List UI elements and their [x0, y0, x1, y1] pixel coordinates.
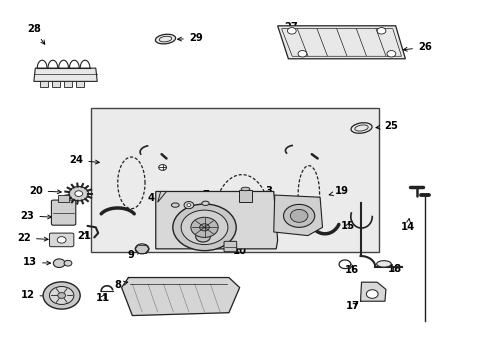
Text: 10: 10	[232, 246, 246, 256]
Circle shape	[69, 186, 88, 201]
Text: 25: 25	[375, 121, 397, 131]
Text: 29: 29	[177, 33, 202, 43]
Bar	[52, 81, 60, 87]
Bar	[91, 108, 378, 252]
Text: 1: 1	[191, 239, 198, 249]
Bar	[76, 81, 84, 87]
Circle shape	[186, 204, 190, 207]
Text: 27: 27	[284, 22, 303, 35]
Ellipse shape	[159, 36, 171, 42]
Text: 26: 26	[403, 42, 431, 52]
Bar	[238, 190, 252, 202]
Circle shape	[172, 204, 236, 251]
Text: 28: 28	[27, 24, 45, 44]
Ellipse shape	[376, 261, 390, 267]
Circle shape	[199, 224, 209, 231]
Circle shape	[57, 237, 66, 243]
Circle shape	[135, 244, 149, 254]
Text: 21: 21	[78, 231, 91, 240]
Circle shape	[158, 165, 166, 170]
Polygon shape	[360, 282, 385, 301]
Text: 16: 16	[344, 265, 358, 275]
Circle shape	[53, 259, 65, 267]
Circle shape	[190, 217, 218, 237]
Circle shape	[75, 191, 82, 197]
Text: 23: 23	[20, 211, 51, 221]
Text: 9: 9	[128, 250, 140, 260]
Text: 4: 4	[147, 193, 160, 203]
Ellipse shape	[155, 34, 175, 44]
FancyBboxPatch shape	[49, 233, 74, 247]
Text: 24: 24	[69, 155, 99, 165]
Circle shape	[183, 202, 193, 209]
Circle shape	[64, 260, 72, 266]
Text: 19: 19	[328, 186, 348, 197]
Text: 11: 11	[96, 293, 110, 303]
Bar	[58, 195, 69, 202]
Text: 8: 8	[114, 280, 127, 290]
Circle shape	[49, 287, 74, 305]
Text: 14: 14	[400, 219, 414, 232]
Text: 5: 5	[165, 194, 172, 204]
Polygon shape	[277, 26, 405, 59]
Circle shape	[58, 293, 65, 298]
Text: 7: 7	[202, 190, 208, 200]
Polygon shape	[156, 192, 277, 249]
Circle shape	[181, 210, 227, 244]
Bar	[40, 81, 47, 87]
Polygon shape	[34, 68, 97, 81]
Ellipse shape	[241, 187, 249, 191]
Text: 3: 3	[265, 186, 272, 197]
Circle shape	[386, 50, 395, 57]
Circle shape	[195, 231, 210, 242]
Circle shape	[290, 210, 307, 222]
Polygon shape	[122, 278, 239, 316]
Text: 13: 13	[23, 257, 50, 267]
Ellipse shape	[202, 201, 209, 206]
Circle shape	[376, 28, 385, 34]
FancyBboxPatch shape	[51, 200, 76, 225]
Text: 20: 20	[29, 186, 61, 196]
Polygon shape	[158, 192, 166, 202]
Circle shape	[366, 290, 377, 298]
Text: 12: 12	[20, 291, 50, 301]
Text: 2: 2	[241, 190, 247, 200]
FancyBboxPatch shape	[224, 241, 236, 252]
Text: 15: 15	[340, 221, 354, 231]
Ellipse shape	[354, 125, 367, 131]
Ellipse shape	[350, 123, 371, 133]
Circle shape	[297, 50, 306, 57]
Text: 22: 22	[17, 233, 48, 243]
Circle shape	[43, 282, 80, 309]
Text: 18: 18	[387, 264, 401, 274]
Circle shape	[283, 204, 314, 227]
Ellipse shape	[171, 203, 179, 207]
Circle shape	[287, 28, 296, 34]
Text: 17: 17	[345, 301, 359, 311]
Text: 6: 6	[181, 194, 188, 204]
Bar	[64, 81, 72, 87]
Polygon shape	[273, 195, 322, 235]
